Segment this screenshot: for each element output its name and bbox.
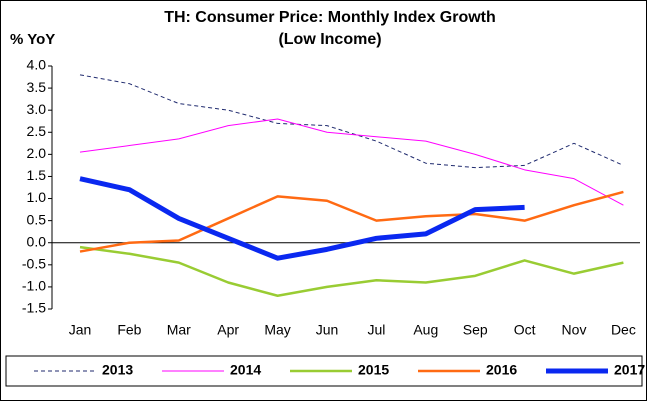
y-tick-label: 1.0: [27, 189, 47, 205]
series-line: [79, 74, 624, 169]
x-tick-label: Mar: [167, 322, 191, 338]
series-line: [79, 245, 624, 297]
y-tick-label: -1.0: [22, 278, 46, 294]
x-tick-label: May: [264, 322, 290, 338]
x-tick-label: Jan: [69, 322, 92, 338]
legend-label: 2014: [230, 362, 261, 378]
y-tick-label: 0.0: [27, 233, 47, 249]
legend-label: 2013: [102, 362, 133, 378]
series-line: [79, 176, 525, 261]
x-tick-label: Jul: [367, 322, 385, 338]
chart-title: TH: Consumer Price: Monthly Index Growth: [164, 9, 496, 26]
x-tick-label: Jun: [316, 322, 339, 338]
x-tick-label: Apr: [217, 322, 239, 338]
x-tick-label: Dec: [611, 322, 636, 338]
series-line: [79, 190, 624, 253]
chart-title: (Low Income): [278, 31, 381, 48]
y-tick-label: -1.5: [22, 300, 46, 316]
x-tick-label: Feb: [117, 322, 141, 338]
y-tick-label: 2.0: [27, 145, 47, 161]
x-tick-label: Aug: [413, 322, 438, 338]
y-tick-label: 2.5: [27, 123, 47, 139]
legend-box: [5, 355, 643, 387]
y-tick-label: 4.0: [27, 57, 47, 73]
legend-label: 2017: [614, 362, 645, 378]
y-tick-label: 0.5: [27, 211, 47, 227]
x-tick-label: Nov: [562, 322, 587, 338]
y-tick-label: 3.0: [27, 101, 47, 117]
x-tick-label: Oct: [514, 322, 536, 338]
y-tick-label: 1.5: [27, 167, 47, 183]
y-tick-label: -0.5: [22, 256, 46, 272]
series-line: [79, 118, 624, 206]
legend-label: 2016: [486, 362, 517, 378]
x-tick-label: Sep: [463, 322, 488, 338]
legend-label: 2015: [358, 362, 389, 378]
y-tick-label: 3.5: [27, 79, 47, 95]
y-axis-label: % YoY: [10, 31, 55, 48]
